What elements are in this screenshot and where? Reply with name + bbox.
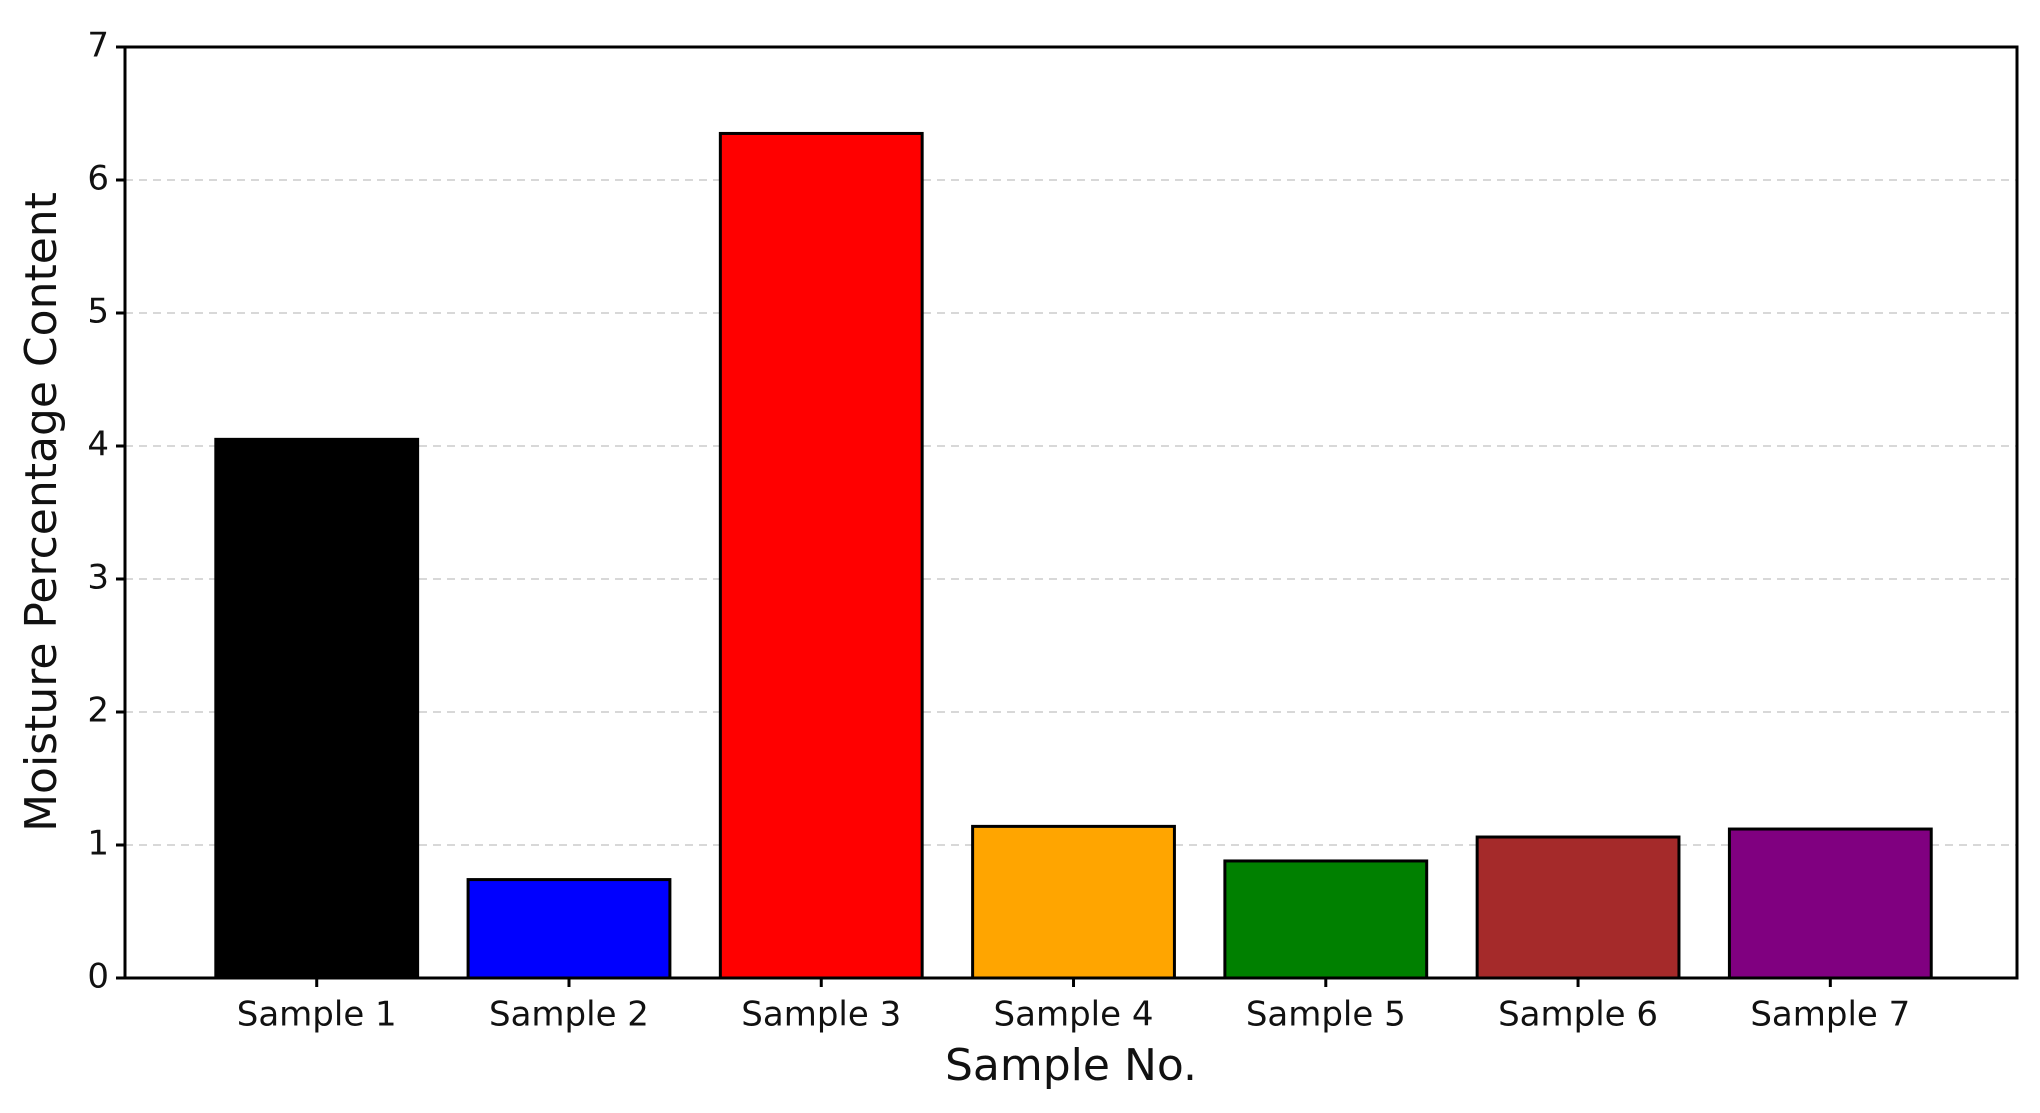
bar	[971, 824, 1176, 980]
y-tick-label: 1	[87, 824, 109, 864]
x-tick-label: Sample 7	[1750, 995, 1910, 1035]
x-tick-label: Sample 5	[1246, 995, 1406, 1035]
x-tick-label: Sample 2	[489, 995, 649, 1035]
bar	[1475, 835, 1681, 980]
x-tick-label: Sample 4	[994, 995, 1154, 1035]
bar	[1727, 827, 1933, 980]
y-tick-label: 3	[87, 558, 109, 598]
bar	[214, 437, 420, 980]
bar	[466, 878, 672, 980]
y-tick-label: 4	[87, 425, 109, 465]
x-tick-label: Sample 3	[741, 995, 901, 1035]
y-axis-label: Moisture Percentage Content	[16, 192, 67, 832]
x-tick-label: Sample 1	[237, 995, 397, 1035]
y-tick-label: 0	[87, 957, 109, 997]
x-axis-label: Sample No.	[945, 1040, 1197, 1091]
plot-frame	[123, 45, 2019, 980]
y-tick-label: 7	[87, 26, 109, 66]
y-tick-label: 5	[87, 292, 109, 332]
bar	[718, 131, 924, 980]
y-tick-label: 6	[87, 159, 109, 199]
bar	[1223, 859, 1429, 980]
y-tick-label: 2	[87, 691, 109, 731]
x-tick-label: Sample 6	[1498, 995, 1658, 1035]
